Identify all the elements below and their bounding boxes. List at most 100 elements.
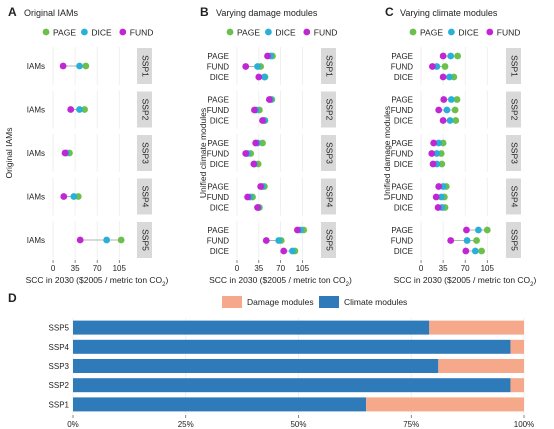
row-label: FUND	[207, 63, 229, 72]
legend-swatch-damage	[222, 296, 242, 308]
dot-dice	[76, 106, 83, 113]
row-label: FUND	[391, 63, 413, 72]
dot-fund	[429, 160, 437, 168]
dot-fund	[294, 226, 301, 234]
legend-label-dice: DICE	[275, 28, 296, 38]
bar-damage-ssp3	[438, 359, 524, 373]
bar-climate-ssp1	[73, 397, 367, 412]
dot-fund	[252, 139, 260, 147]
row-label: DICE	[394, 73, 413, 82]
x-tick-label: 25%	[178, 420, 194, 429]
facet-strip	[137, 178, 152, 215]
dot-page	[438, 160, 446, 168]
row-label: PAGE	[207, 96, 229, 105]
facet-label-ssp4: SSP4	[324, 186, 334, 208]
row-label: PAGE	[207, 183, 229, 192]
dot-dice	[463, 237, 471, 244]
legend-label-climate: Climate modules	[344, 297, 407, 307]
row-label: PAGE	[207, 139, 229, 148]
facet-strip	[321, 48, 336, 84]
dot-page	[478, 247, 485, 255]
legend-marker-page	[226, 28, 234, 36]
dot-page	[453, 96, 461, 103]
facet-label-ssp4: SSP4	[140, 186, 150, 208]
facet-strip	[137, 135, 152, 171]
dot-fund	[435, 183, 443, 190]
facet-label-ssp5: SSP5	[324, 229, 334, 251]
row-label: DICE	[210, 160, 229, 169]
x-tick-label: 0	[419, 264, 424, 273]
dot-dice	[433, 150, 441, 157]
row-label: PAGE	[207, 226, 229, 235]
dot-fund	[428, 150, 436, 157]
dot-fund	[242, 63, 250, 70]
facet-label-ssp2: SSP2	[140, 99, 150, 121]
dot-page	[473, 237, 480, 244]
legend-marker-dice	[81, 28, 88, 36]
dot-page	[451, 106, 459, 114]
dot-page	[259, 139, 266, 147]
dot-dice	[435, 139, 443, 147]
row-label: FUND	[207, 237, 229, 246]
panel-a-letter: A	[8, 5, 17, 19]
row-label: FUND	[391, 193, 413, 202]
facet-label-ssp3: SSP3	[324, 142, 334, 164]
dot-dice	[446, 117, 454, 124]
row-label: DICE	[394, 204, 413, 213]
facet-label-ssp1: SSP1	[140, 55, 150, 77]
dot-dice	[447, 96, 455, 103]
x-axis-label: SCC in 2030 ($2005 / metric ton CO2)	[209, 275, 352, 288]
panel-c-letter: C	[385, 5, 394, 19]
facet-strip	[321, 222, 336, 258]
dot-fund	[262, 237, 270, 244]
bar-damage-ssp2	[510, 378, 524, 393]
dot-page	[82, 62, 90, 70]
dot-dice	[443, 106, 451, 114]
x-tick-label: 0	[51, 264, 56, 273]
legend-label-fund: FUND	[314, 28, 338, 38]
facet-label-ssp3: SSP3	[140, 142, 150, 164]
panel-c-title: Varying climate modules	[400, 8, 498, 18]
dot-fund	[255, 73, 263, 81]
dot-fund	[432, 193, 440, 201]
row-label: IAMs	[27, 62, 45, 71]
row-label: FUND	[391, 237, 413, 246]
dot-fund	[439, 117, 447, 124]
dot-page	[454, 52, 462, 60]
x-tick-label: 70	[276, 264, 285, 273]
row-label: DICE	[210, 204, 229, 213]
bar-climate-ssp4	[73, 339, 511, 354]
dot-page	[441, 63, 449, 70]
dot-dice	[475, 226, 482, 234]
dot-fund	[251, 106, 258, 114]
legend-marker-dice	[448, 28, 455, 36]
bar-damage-ssp5	[429, 320, 524, 335]
row-label: PAGE	[391, 226, 413, 235]
facet-label-ssp4: SSP4	[509, 186, 519, 208]
x-tick-label: 0%	[67, 420, 79, 429]
dot-fund	[60, 193, 68, 200]
x-tick-label: 75%	[403, 420, 419, 429]
y-axis-label: Original IAMs	[4, 127, 14, 178]
legend-marker-fund	[119, 28, 127, 36]
legend-marker-page	[409, 28, 417, 36]
dot-fund	[434, 204, 442, 211]
bar-damage-ssp1	[366, 397, 524, 412]
facet-label-ssp2: SSP2	[509, 99, 519, 121]
facet-strip	[137, 48, 152, 84]
x-tick-label: 70	[461, 264, 470, 273]
facet-strip	[137, 222, 152, 258]
dot-fund	[250, 160, 258, 168]
row-label: IAMs	[27, 193, 45, 202]
dot-page	[117, 236, 125, 244]
x-tick-label: 50%	[290, 420, 306, 429]
y-axis-label: Unified damage modules	[382, 106, 392, 200]
dot-dice	[254, 63, 261, 70]
legend-label-damage: Damage modules	[247, 297, 314, 307]
facet-label-ssp1: SSP1	[324, 55, 334, 77]
row-label: FUND	[207, 193, 229, 202]
dot-fund	[440, 96, 448, 103]
dot-page	[483, 226, 491, 234]
dot-fund	[439, 73, 447, 81]
